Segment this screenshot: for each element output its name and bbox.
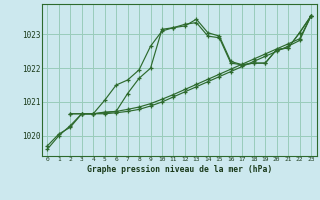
X-axis label: Graphe pression niveau de la mer (hPa): Graphe pression niveau de la mer (hPa)	[87, 165, 272, 174]
